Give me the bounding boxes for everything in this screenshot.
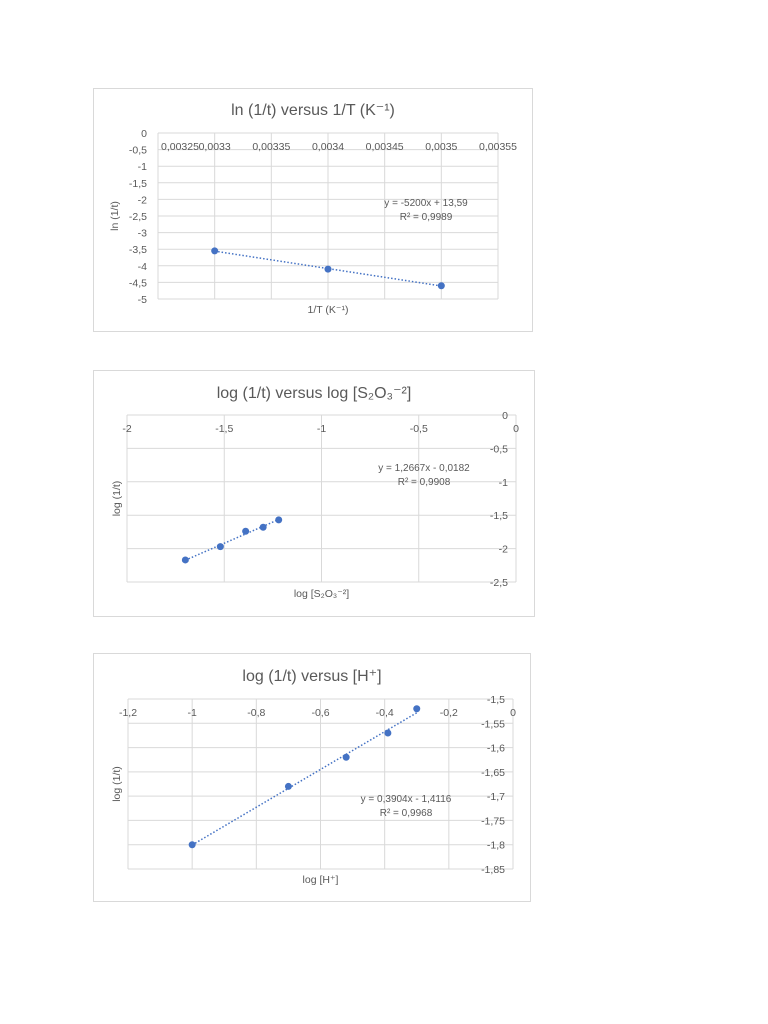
y-tick-label: -1,65: [481, 767, 505, 779]
y-tick-label: -1,5: [129, 178, 147, 190]
data-point: [216, 543, 224, 551]
data-point: [275, 516, 283, 524]
y-axis-label: log (1/t): [111, 481, 123, 517]
data-point: [284, 782, 292, 790]
y-tick-label: -1: [499, 477, 508, 489]
y-tick-label: -2: [138, 194, 147, 206]
y-tick-label: -1,6: [487, 743, 505, 755]
data-point: [242, 527, 250, 535]
data-point: [259, 523, 267, 531]
x-tick-label: 0,00355: [479, 141, 517, 153]
x-tick-label: -0,8: [247, 707, 265, 719]
x-tick-label: 0,0035: [425, 141, 457, 153]
x-tick-label: -1: [187, 707, 196, 719]
y-tick-label: -3,5: [129, 244, 147, 256]
y-tick-label: -1,8: [487, 840, 505, 852]
x-tick-label: 0,00345: [366, 141, 404, 153]
chart-2-plot: -2 -1,5 -1 -0,5 00 -0,5 -1 -1,5 -2 -2,5 log (1/t) …: [111, 385, 519, 600]
x-tick-label: -1: [317, 423, 326, 435]
y-tick-label: -0,5: [129, 145, 147, 157]
x-tick-label: -0,2: [440, 707, 458, 719]
data-point: [211, 247, 219, 255]
x-tick-label: 0: [513, 423, 519, 435]
y-tick-label: -1,5: [487, 694, 505, 706]
data-point: [437, 282, 445, 290]
y-tick-label: -2: [499, 544, 508, 556]
y-tick-label: -1: [138, 161, 147, 173]
trendline: [191, 712, 418, 846]
x-tick-label: 0,0034: [312, 141, 344, 153]
y-tick-label: -2,5: [490, 577, 508, 589]
x-tick-label: 0: [510, 707, 516, 719]
chart-3-plot: -1,2 -1 -0,8 -0,6 -0,4 -0,2 0 -1,5 -1,55 -1,6 -1,6…: [111, 668, 516, 886]
chart-log-vs-log-thiosulfate: -2 -1,5 -1 -0,5 0 0 -0,5 -1 -1,5 -2 -2,5 log (1/t) …: [93, 370, 535, 617]
x-axis-label: 1/T (K⁻¹): [308, 304, 349, 316]
data-point: [181, 556, 189, 564]
x-axis-label: log [S₂O₃⁻²]: [294, 588, 349, 600]
y-tick-label: -1,75: [481, 815, 505, 827]
trendline-r-squared: R² = 0,9989: [400, 212, 453, 223]
chart-title: log (1/t) versus [H⁺]: [242, 668, 381, 685]
data-point: [384, 729, 392, 737]
data-point: [413, 705, 421, 713]
trendline-equation: y = -5200x + 13,59: [384, 198, 468, 209]
y-tick-label: -2,5: [129, 211, 147, 223]
chart-ln-vs-inverse-temperature: 0,00325 0,0033 0,00335 0,0034 0,00345 0,0035 0…: [93, 88, 533, 332]
trendline-r-squared: R² = 0,9908: [398, 477, 451, 488]
y-tick-label: -0,5: [490, 443, 508, 455]
x-tick-label: 0,0033: [199, 141, 231, 153]
y-tick-label: -1,55: [481, 718, 505, 730]
y-tick-label: -1,85: [481, 864, 505, 876]
data-point: [324, 265, 332, 273]
chart-title: ln (1/t) versus 1/T (K⁻¹): [231, 102, 395, 119]
y-tick-label: -4,5: [129, 277, 147, 289]
chart-log-vs-hydrogen-ion: -1,2 -1 -0,8 -0,6 -0,4 -0,2 0 -1,5 -1,55 -1,6 -1,6…: [93, 653, 531, 902]
x-tick-label: -0,5: [410, 423, 428, 435]
y-tick-label: 0: [502, 410, 508, 422]
y-tick-label: -1,5: [490, 510, 508, 522]
x-tick-label: -2: [122, 423, 131, 435]
x-tick-label: -1,5: [215, 423, 233, 435]
x-tick-label: -0,6: [311, 707, 329, 719]
x-tick-label: -0,4: [376, 707, 394, 719]
x-axis-label: log [H⁺]: [303, 874, 339, 886]
y-tick-label: -3: [138, 228, 147, 240]
trendline-equation: y = 0,3904x - 1,4116: [361, 794, 452, 805]
x-tick-label: -1,2: [119, 707, 137, 719]
y-tick-label: 0: [141, 128, 147, 140]
y-tick-label: -5: [138, 294, 147, 306]
data-point: [188, 841, 196, 849]
y-axis-label: ln (1/t): [109, 201, 121, 231]
y-tick-label: -4: [138, 261, 147, 273]
trendline-equation: y = 1,2667x - 0,0182: [378, 463, 470, 474]
data-point: [342, 753, 350, 761]
y-axis-label: log (1/t): [111, 766, 123, 802]
chart-1-plot: 0,00325 0,0033 0,00335 0,0034 0,00345 0,0035 0…: [109, 102, 517, 316]
trendline-r-squared: R² = 0,9968: [380, 808, 433, 819]
chart-title: log (1/t) versus log [S₂O₃⁻²]: [217, 385, 412, 402]
x-tick-label: 0,00335: [252, 141, 290, 153]
y-tick-label: -1,7: [487, 791, 505, 803]
x-tick-label: 0,00325: [161, 141, 199, 153]
